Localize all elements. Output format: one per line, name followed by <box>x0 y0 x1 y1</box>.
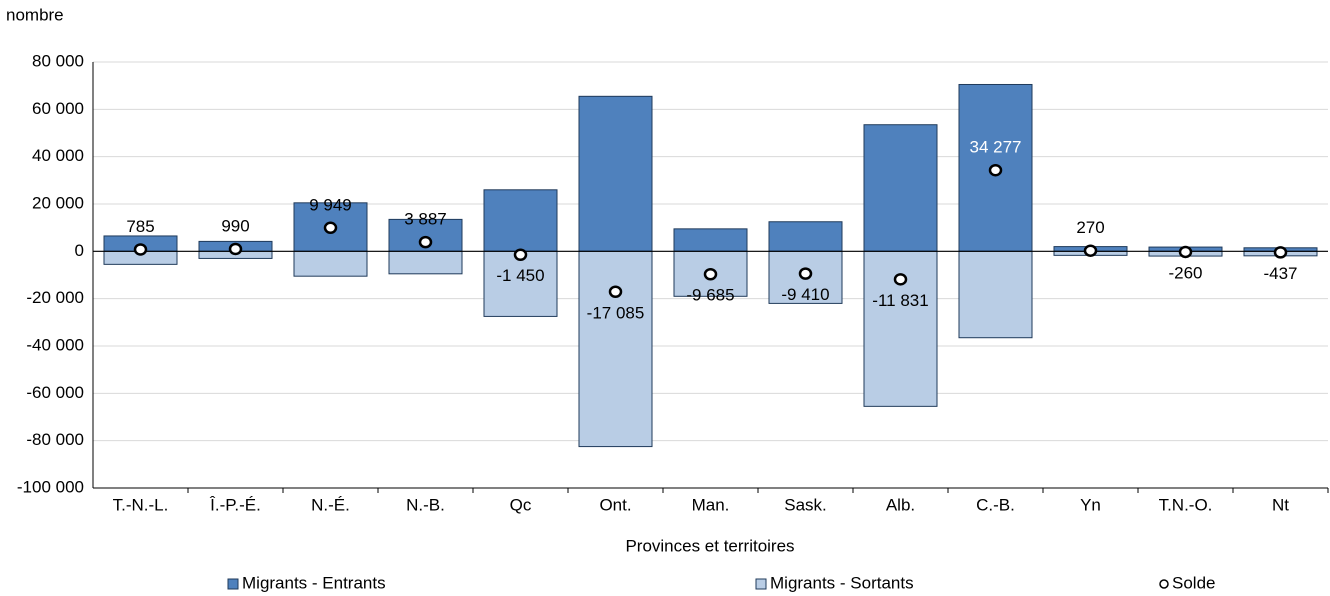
data-label: 990 <box>221 216 249 235</box>
bar <box>483 189 558 252</box>
data-label: -11 831 <box>872 291 928 310</box>
data-label: 34 277 <box>970 138 1022 157</box>
bar <box>958 250 1033 339</box>
solde-marker <box>513 248 528 262</box>
solde-marker <box>418 235 433 249</box>
data-label: -260 <box>1168 263 1202 282</box>
x-tick-label: Alb. <box>886 495 915 514</box>
bar <box>863 124 938 252</box>
solde-marker <box>893 273 908 286</box>
x-tick-label: Yn <box>1080 495 1101 514</box>
data-label: -437 <box>1263 264 1297 283</box>
y-tick-label: -60 000 <box>26 383 84 402</box>
solde-marker <box>228 242 243 256</box>
bar <box>673 228 748 252</box>
solde-marker <box>323 221 338 235</box>
x-tick-label: Man. <box>692 495 730 514</box>
data-label: 785 <box>126 217 154 236</box>
y-tick-label: 80 000 <box>32 51 84 70</box>
y-tick-label: 60 000 <box>32 99 84 118</box>
x-tick-label: N.-É. <box>311 495 350 514</box>
y-tick-label: -40 000 <box>26 335 84 354</box>
x-tick-label: N.-B. <box>406 495 445 514</box>
solde-marker <box>1273 246 1288 259</box>
data-label: -1 450 <box>496 266 544 285</box>
x-tick-label: T.-N.-L. <box>113 495 169 514</box>
y-axis-label: nombre <box>6 5 64 24</box>
solde-marker <box>988 163 1003 177</box>
y-tick-label: -100 000 <box>17 477 84 496</box>
solde-marker <box>1083 244 1098 257</box>
legend-swatch <box>1159 579 1169 589</box>
legend-label: Migrants - Entrants <box>242 573 386 592</box>
bar <box>293 250 368 277</box>
bar <box>388 250 463 275</box>
bar <box>483 250 558 317</box>
legend-swatch <box>755 578 767 590</box>
x-tick-label: T.N.-O. <box>1159 495 1213 514</box>
data-label: -17 085 <box>587 303 645 322</box>
data-label: -9 410 <box>781 285 829 304</box>
x-tick-label: Sask. <box>784 495 827 514</box>
x-axis-label: Provinces et territoires <box>625 536 794 555</box>
x-tick-label: Ont. <box>599 495 631 514</box>
x-tick-label: C.-B. <box>976 495 1015 514</box>
x-tick-label: Î.-P.-É. <box>209 495 261 514</box>
data-label: 3 887 <box>404 210 447 229</box>
y-tick-label: 40 000 <box>32 146 84 165</box>
legend-swatch <box>227 578 239 590</box>
solde-marker <box>1178 245 1193 259</box>
y-tick-label: -20 000 <box>26 288 84 307</box>
bar <box>768 221 843 252</box>
x-tick-label: Qc <box>510 495 532 514</box>
x-tick-label: Nt <box>1272 495 1289 514</box>
y-tick-label: 0 <box>75 241 84 260</box>
legend-label: Solde <box>1172 573 1215 592</box>
bar <box>578 95 653 252</box>
y-tick-label: -80 000 <box>26 430 84 449</box>
solde-marker <box>133 243 148 256</box>
legend-label: Migrants - Sortants <box>770 573 914 592</box>
data-label: 9 949 <box>309 195 352 214</box>
solde-marker <box>703 268 718 281</box>
solde-marker <box>608 285 623 299</box>
y-tick-label: 20 000 <box>32 193 84 212</box>
data-label: -9 685 <box>686 286 734 305</box>
bar <box>578 250 653 448</box>
data-label: 270 <box>1076 218 1104 237</box>
solde-marker <box>798 267 813 280</box>
